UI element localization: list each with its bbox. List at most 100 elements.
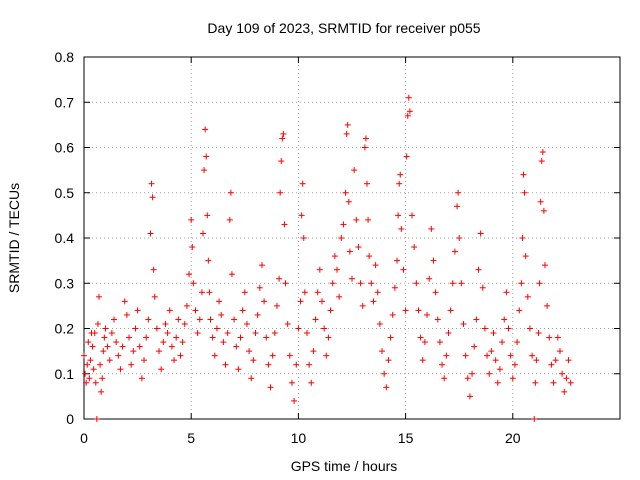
data-point	[353, 216, 360, 223]
axis-ticks: 0 0.1 0.2 0.3 0.4 0.5 0.6 0.7 0.8 0 5 10 15 20	[55, 49, 620, 446]
data-point	[411, 244, 418, 251]
data-point	[237, 334, 244, 341]
data-point	[537, 198, 544, 205]
data-point	[342, 189, 349, 196]
data-point	[344, 121, 351, 128]
data-point	[136, 343, 143, 350]
data-point	[361, 144, 368, 151]
data-point	[145, 316, 152, 323]
data-point	[108, 330, 115, 337]
data-point	[519, 235, 526, 241]
data-point	[441, 375, 448, 382]
data-point	[406, 108, 413, 115]
data-point	[188, 216, 195, 223]
data-point	[462, 352, 469, 359]
data-point	[198, 289, 205, 296]
data-point	[443, 352, 450, 359]
data-point	[526, 325, 533, 332]
data-point	[92, 379, 99, 386]
data-point	[458, 280, 465, 287]
data-point	[421, 339, 428, 346]
data-point	[143, 334, 150, 341]
data-point	[432, 289, 439, 296]
data-point	[460, 320, 467, 327]
data-point	[563, 375, 570, 382]
data-point	[128, 361, 135, 368]
data-point	[561, 388, 568, 395]
data-point	[87, 357, 94, 364]
data-point	[518, 280, 525, 287]
data-point	[233, 343, 240, 350]
data-point	[254, 311, 261, 318]
data-point	[559, 370, 566, 377]
y-tick-label: 0.4	[55, 230, 75, 246]
data-point	[338, 235, 345, 241]
data-point	[548, 361, 555, 368]
data-point	[250, 357, 257, 364]
data-point	[509, 375, 516, 382]
data-point	[389, 311, 396, 318]
data-point	[160, 339, 167, 346]
data-points	[81, 94, 574, 422]
data-point	[383, 384, 390, 391]
data-point	[439, 361, 446, 368]
data-point	[158, 366, 165, 373]
data-point	[267, 384, 274, 391]
data-point	[541, 262, 548, 269]
data-point	[252, 330, 259, 337]
data-point	[325, 334, 332, 341]
data-point	[89, 343, 96, 350]
data-point	[536, 280, 543, 287]
y-tick-label: 0	[66, 411, 74, 427]
data-point	[490, 330, 497, 337]
data-point	[295, 325, 302, 332]
data-point	[430, 257, 437, 264]
data-point	[445, 330, 452, 337]
data-point	[130, 348, 137, 355]
data-point	[148, 180, 155, 187]
data-point	[151, 293, 158, 300]
data-point	[288, 379, 295, 386]
data-point	[516, 307, 523, 314]
data-point	[469, 370, 476, 377]
data-point	[499, 339, 506, 346]
data-point	[532, 379, 539, 386]
data-point	[278, 158, 285, 165]
data-point	[395, 212, 402, 219]
data-point	[291, 397, 298, 404]
data-point	[284, 320, 291, 327]
data-point	[218, 311, 225, 318]
y-tick-label: 0.2	[55, 321, 75, 337]
data-point	[524, 293, 531, 300]
data-point	[351, 167, 358, 174]
data-point	[246, 348, 253, 355]
data-point	[552, 357, 559, 364]
data-point	[426, 275, 433, 282]
data-point	[199, 230, 206, 237]
data-point	[113, 339, 120, 346]
data-point	[119, 343, 126, 350]
data-point	[280, 130, 287, 137]
data-point	[486, 370, 493, 377]
data-point	[306, 361, 313, 368]
data-point	[168, 343, 175, 350]
data-point	[84, 361, 91, 368]
data-point	[207, 316, 214, 323]
data-point	[190, 280, 197, 287]
data-point	[368, 280, 375, 287]
data-point	[239, 307, 246, 314]
data-point	[100, 348, 107, 355]
data-point	[177, 352, 184, 359]
data-point	[281, 221, 288, 228]
data-point	[83, 379, 90, 386]
data-point	[126, 334, 133, 341]
y-tick-label: 0.6	[55, 140, 75, 156]
data-point	[327, 307, 334, 314]
data-point	[349, 275, 355, 282]
data-point	[343, 130, 350, 137]
data-point	[235, 366, 242, 373]
data-point	[365, 216, 372, 223]
data-point	[82, 370, 89, 377]
data-point	[550, 379, 557, 386]
data-point	[181, 320, 188, 327]
